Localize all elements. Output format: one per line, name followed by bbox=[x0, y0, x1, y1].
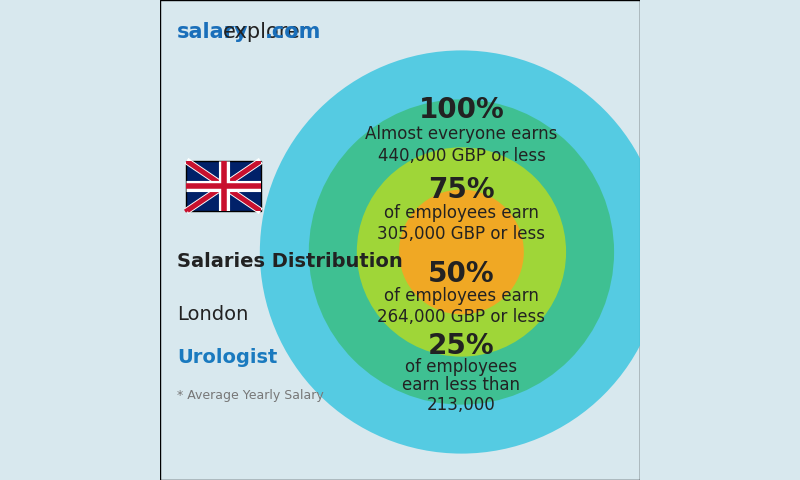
Text: of employees earn: of employees earn bbox=[384, 287, 539, 305]
Text: * Average Yearly Salary: * Average Yearly Salary bbox=[177, 389, 323, 402]
Text: earn less than: earn less than bbox=[402, 376, 521, 395]
Text: explorer: explorer bbox=[223, 22, 310, 42]
Text: 305,000 GBP or less: 305,000 GBP or less bbox=[378, 225, 546, 243]
Text: London: London bbox=[177, 305, 248, 324]
Circle shape bbox=[309, 99, 614, 405]
Text: 50%: 50% bbox=[428, 260, 494, 288]
Text: salary: salary bbox=[177, 22, 249, 42]
Text: Urologist: Urologist bbox=[177, 348, 277, 367]
Text: 264,000 GBP or less: 264,000 GBP or less bbox=[378, 308, 546, 326]
Text: .com: .com bbox=[265, 22, 322, 42]
Text: Salaries Distribution: Salaries Distribution bbox=[177, 252, 402, 271]
Text: Almost everyone earns: Almost everyone earns bbox=[366, 125, 558, 144]
Circle shape bbox=[399, 190, 524, 314]
Text: 100%: 100% bbox=[418, 96, 504, 124]
Text: 213,000: 213,000 bbox=[427, 396, 496, 414]
Text: 440,000 GBP or less: 440,000 GBP or less bbox=[378, 147, 546, 165]
Text: 75%: 75% bbox=[428, 176, 494, 204]
FancyBboxPatch shape bbox=[186, 161, 261, 211]
Circle shape bbox=[260, 50, 663, 454]
Text: 25%: 25% bbox=[428, 332, 494, 360]
FancyBboxPatch shape bbox=[160, 0, 640, 480]
Text: of employees: of employees bbox=[406, 358, 518, 376]
Text: of employees earn: of employees earn bbox=[384, 204, 539, 222]
Circle shape bbox=[357, 147, 566, 357]
